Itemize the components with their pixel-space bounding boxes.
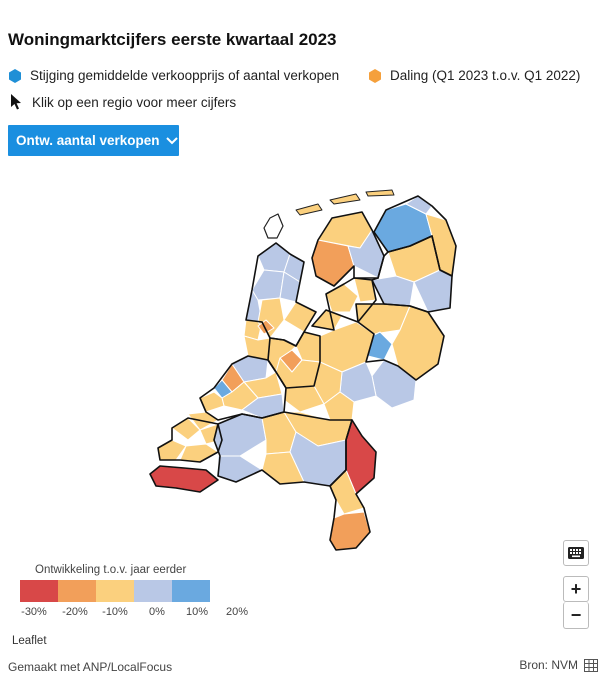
colorscale-tick: 0% bbox=[149, 606, 165, 618]
leaflet-attribution[interactable]: Leaflet bbox=[12, 635, 47, 647]
footer-source: Bron: NVM bbox=[519, 658, 598, 672]
legend-click-hint: Klik op een regio voor meer cijfers bbox=[10, 94, 236, 110]
region-friesland-west[interactable] bbox=[311, 239, 355, 287]
metric-dropdown-label: Ontw. aantal verkopen bbox=[16, 133, 160, 148]
region-alkmaar[interactable] bbox=[251, 269, 285, 301]
region-gooi[interactable] bbox=[283, 301, 317, 333]
keyboard-icon bbox=[568, 547, 584, 559]
colorscale-swatch-3 bbox=[96, 580, 134, 602]
colorscale-tick: -10% bbox=[102, 606, 128, 618]
legend-decrease: Daling (Q1 2023 t.o.v. Q1 2022) bbox=[368, 68, 580, 83]
region-texel[interactable] bbox=[263, 213, 284, 239]
region-west-brabant[interactable] bbox=[213, 413, 267, 457]
map-title: Woningmarktcijfers eerste kwartaal 2023 bbox=[8, 30, 337, 49]
colorscale-tick: -20% bbox=[62, 606, 88, 618]
click-hint-label: Klik op een regio voor meer cijfers bbox=[32, 94, 237, 110]
table-icon[interactable] bbox=[584, 658, 598, 672]
keyboard-shortcuts-button[interactable] bbox=[563, 540, 589, 566]
colorscale-swatch-2 bbox=[58, 580, 96, 602]
colorscale-tick: -30% bbox=[21, 606, 47, 618]
zoom-in-button[interactable]: + bbox=[563, 576, 589, 602]
cursor-arrow-icon bbox=[11, 94, 21, 110]
hexagon-blue-icon bbox=[9, 68, 21, 83]
region-zeeuws-vlaanderen[interactable] bbox=[149, 465, 219, 493]
region-nijmegen[interactable] bbox=[323, 391, 355, 421]
region-wadden-1[interactable] bbox=[295, 203, 323, 216]
zoom-out-button[interactable]: − bbox=[563, 602, 589, 629]
region-zuid-limburg[interactable] bbox=[329, 511, 371, 551]
metric-dropdown[interactable]: Ontw. aantal verkopen bbox=[8, 125, 179, 156]
colorscale-title: Ontwikkeling t.o.v. jaar eerder bbox=[35, 564, 187, 576]
region-bevelanden[interactable] bbox=[179, 443, 219, 463]
colorscale-tick: 20% bbox=[225, 606, 249, 618]
netherlands-map[interactable] bbox=[0, 170, 606, 560]
chevron-down-icon bbox=[165, 136, 178, 145]
hexagon-orange-icon bbox=[369, 68, 381, 83]
colorscale-swatch-5 bbox=[172, 580, 210, 602]
legend-increase-label: Stijging gemiddelde verkoopprijs of aant… bbox=[30, 68, 340, 83]
legend-increase: Stijging gemiddelde verkoopprijs of aant… bbox=[8, 68, 339, 83]
footer-credit: Gemaakt met ANP/LocalFocus bbox=[8, 660, 173, 674]
region-lelystad[interactable] bbox=[325, 283, 359, 313]
colorscale-swatch-4 bbox=[134, 580, 172, 602]
colorscale-bar bbox=[20, 580, 210, 602]
source-label: Bron: NVM bbox=[519, 658, 578, 672]
region-wadden-3[interactable] bbox=[365, 189, 395, 197]
legend-decrease-label: Daling (Q1 2023 t.o.v. Q1 2022) bbox=[390, 68, 581, 83]
colorscale-tick: 10% bbox=[185, 606, 209, 618]
region-wadden-2[interactable] bbox=[329, 193, 361, 205]
colorscale-swatch-1 bbox=[20, 580, 58, 602]
